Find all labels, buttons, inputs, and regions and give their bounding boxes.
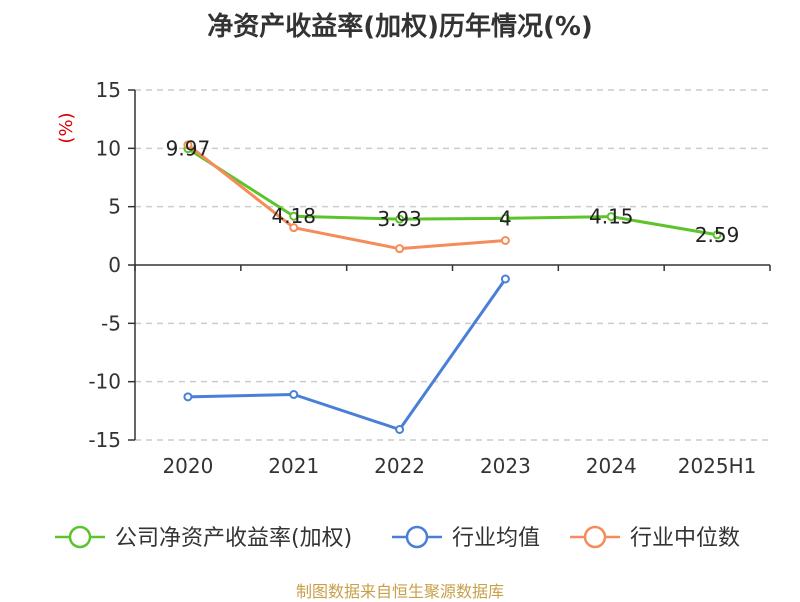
data-label: 4.15 (589, 205, 634, 229)
data-label: 2.59 (695, 223, 740, 247)
data-label: 4.18 (271, 204, 316, 228)
series-line (186, 143, 506, 251)
data-point (289, 390, 299, 399)
data-point (183, 392, 193, 402)
legend-marker (405, 525, 429, 549)
y-axis-label: (%) (56, 112, 77, 143)
data-point (500, 213, 510, 223)
y-tick-label: -15 (88, 428, 121, 452)
data-point (712, 230, 722, 240)
y-tick-label: 5 (108, 195, 121, 219)
legend-label: 公司净资产收益率(加权) (115, 526, 352, 551)
data-point (500, 274, 510, 284)
legend: 公司净资产收益率(加权) 行业均值 行业中位数 (55, 525, 740, 551)
y-tick-label: -10 (88, 370, 121, 394)
y-tick-label: -5 (101, 311, 121, 335)
x-tick-label: 2025H1 (678, 454, 757, 478)
source-note: 制图数据来自恒生聚源数据库 (295, 582, 504, 601)
series-lines (183, 140, 722, 434)
x-tick-label: 2023 (480, 454, 531, 478)
x-tick-label: 2024 (586, 454, 637, 478)
data-point (606, 212, 616, 222)
series-line (187, 278, 507, 431)
series-line (187, 147, 718, 237)
data-label: 4 (499, 206, 512, 230)
y-tick-label: 15 (96, 78, 121, 102)
data-point (289, 223, 299, 233)
data-point (183, 140, 193, 150)
legend-label: 行业中位数 (630, 526, 740, 551)
data-point (395, 214, 405, 224)
data-point (395, 425, 405, 434)
grid-lines (135, 89, 770, 441)
data-labels: 9.97 4.18 3.93 4 4.15 2.59 (166, 137, 740, 247)
x-tick-label: 2022 (374, 454, 425, 478)
data-point (289, 211, 299, 221)
x-tick-label: 2020 (162, 454, 213, 478)
x-tick-label: 2021 (268, 454, 319, 478)
data-label: 9.97 (166, 137, 211, 161)
legend-marker (68, 525, 92, 549)
y-tick-label: 0 (108, 253, 121, 277)
legend-marker (583, 525, 607, 549)
axes: 15 10 5 0 -5 -10 -15 2020 2021 2022 2023 2024 2025H1 (88, 78, 771, 478)
data-point (395, 244, 405, 254)
data-point (500, 236, 510, 245)
chart-title: 净资产收益率(加权)历年情况(%) (207, 12, 593, 42)
y-tick-label: 10 (96, 136, 121, 160)
data-label: 3.93 (377, 207, 422, 231)
legend-label: 行业均值 (452, 526, 540, 551)
